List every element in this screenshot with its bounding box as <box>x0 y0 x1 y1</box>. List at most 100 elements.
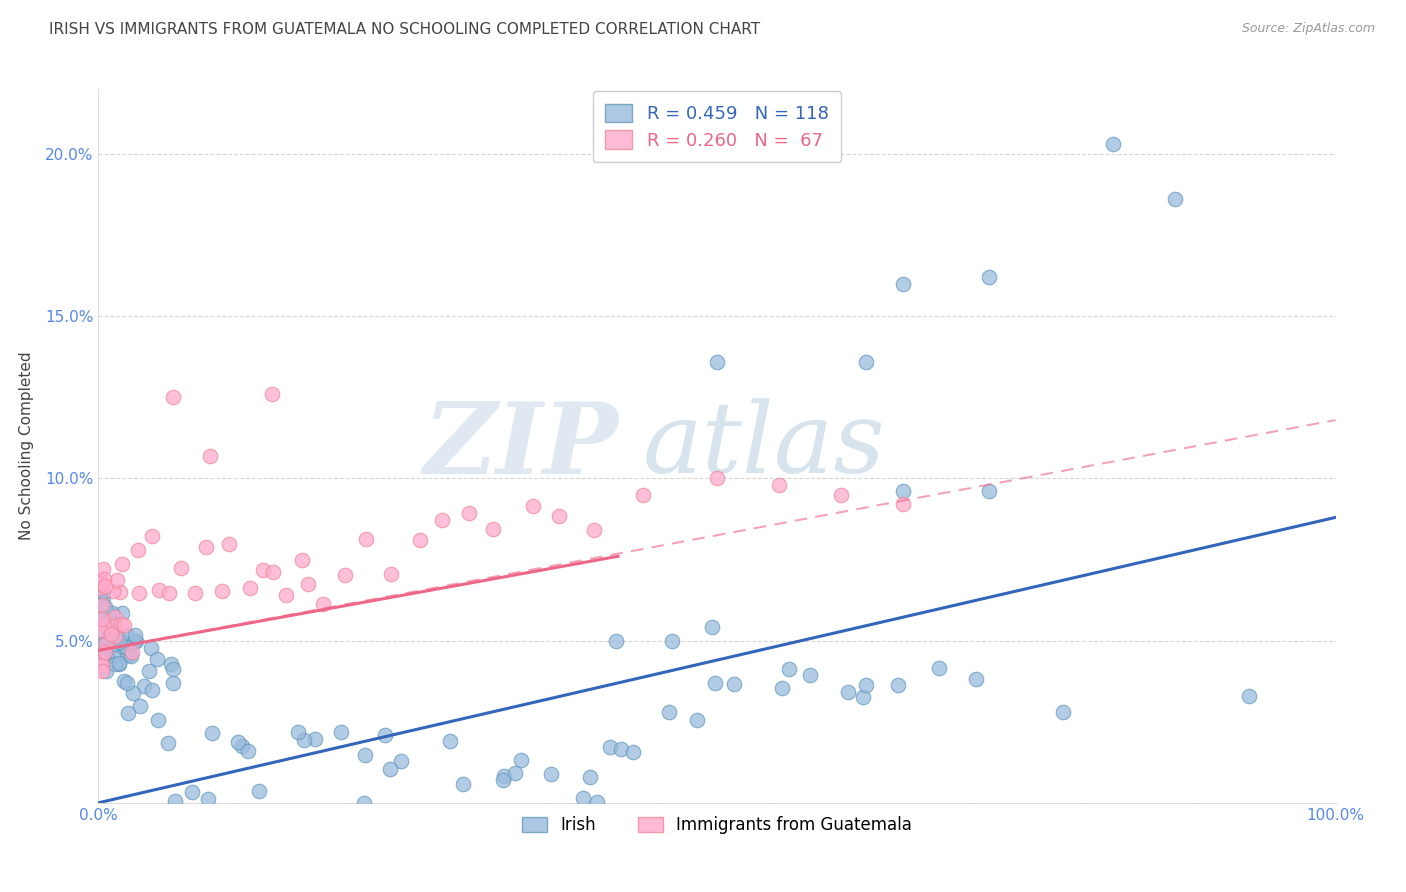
Point <box>93 572 115 586</box>
Point <box>170 561 193 575</box>
Point <box>146 652 169 666</box>
Point <box>262 565 284 579</box>
Point <box>94 579 117 593</box>
Point <box>855 678 877 692</box>
Point <box>134 679 156 693</box>
Point <box>540 767 562 781</box>
Point <box>118 648 141 663</box>
Point <box>139 641 162 656</box>
Point <box>891 484 914 499</box>
Point <box>1102 137 1125 152</box>
Point <box>661 634 683 648</box>
Point <box>706 354 728 368</box>
Point <box>658 705 681 719</box>
Point <box>129 699 152 714</box>
Point <box>110 639 132 653</box>
Point <box>276 588 298 602</box>
Point <box>702 620 724 634</box>
Point <box>236 743 259 757</box>
Point <box>138 665 160 679</box>
Point <box>354 532 377 546</box>
Point <box>572 790 595 805</box>
Point <box>201 726 224 740</box>
Point <box>90 654 112 668</box>
Point <box>799 667 821 681</box>
Point <box>141 683 163 698</box>
Point <box>89 575 111 590</box>
Point <box>252 563 274 577</box>
Point <box>117 706 139 721</box>
Point <box>439 734 461 748</box>
Point <box>723 677 745 691</box>
Point <box>605 633 627 648</box>
Point <box>141 529 163 543</box>
Point <box>1052 705 1074 719</box>
Point <box>93 647 115 661</box>
Point <box>96 649 118 664</box>
Point <box>96 637 118 651</box>
Point <box>578 771 600 785</box>
Point <box>631 488 654 502</box>
Point <box>98 623 121 637</box>
Point <box>103 648 125 662</box>
Point <box>887 678 910 692</box>
Point <box>239 582 262 596</box>
Point <box>979 270 1001 285</box>
Point <box>94 600 117 615</box>
Point <box>354 747 377 762</box>
Point <box>90 657 112 672</box>
Point <box>621 746 644 760</box>
Point <box>91 562 114 576</box>
Legend: Irish, Immigrants from Guatemala: Irish, Immigrants from Guatemala <box>516 810 918 841</box>
Point <box>124 635 146 649</box>
Point <box>100 630 122 644</box>
Point <box>91 612 114 626</box>
Point <box>107 657 129 671</box>
Point <box>163 794 186 808</box>
Point <box>451 777 474 791</box>
Point <box>89 610 111 624</box>
Point <box>89 585 111 599</box>
Point <box>837 684 859 698</box>
Point <box>1237 689 1260 703</box>
Point <box>125 633 148 648</box>
Point <box>121 644 143 658</box>
Point <box>91 591 114 606</box>
Text: atlas: atlas <box>643 399 886 493</box>
Point <box>108 635 131 649</box>
Point <box>768 478 790 492</box>
Point <box>582 523 605 537</box>
Point <box>610 741 633 756</box>
Point <box>89 581 111 595</box>
Point <box>103 619 125 633</box>
Point <box>110 616 132 631</box>
Point <box>89 597 111 611</box>
Point <box>181 785 204 799</box>
Point <box>198 449 221 463</box>
Point <box>312 597 335 611</box>
Point <box>156 736 179 750</box>
Point <box>103 621 125 635</box>
Point <box>211 584 233 599</box>
Point <box>122 686 145 700</box>
Point <box>91 638 114 652</box>
Point <box>855 354 877 368</box>
Point <box>162 662 184 676</box>
Point <box>231 739 253 753</box>
Point <box>492 773 515 788</box>
Point <box>103 616 125 631</box>
Point <box>333 568 356 582</box>
Point <box>96 664 118 678</box>
Point <box>111 640 134 655</box>
Point <box>146 713 169 727</box>
Point <box>91 585 114 599</box>
Point <box>124 628 146 642</box>
Point <box>891 497 914 511</box>
Point <box>979 484 1001 499</box>
Point <box>105 625 128 640</box>
Point <box>117 676 139 690</box>
Point <box>112 618 135 632</box>
Point <box>101 584 124 599</box>
Point <box>115 628 138 642</box>
Point <box>599 740 621 755</box>
